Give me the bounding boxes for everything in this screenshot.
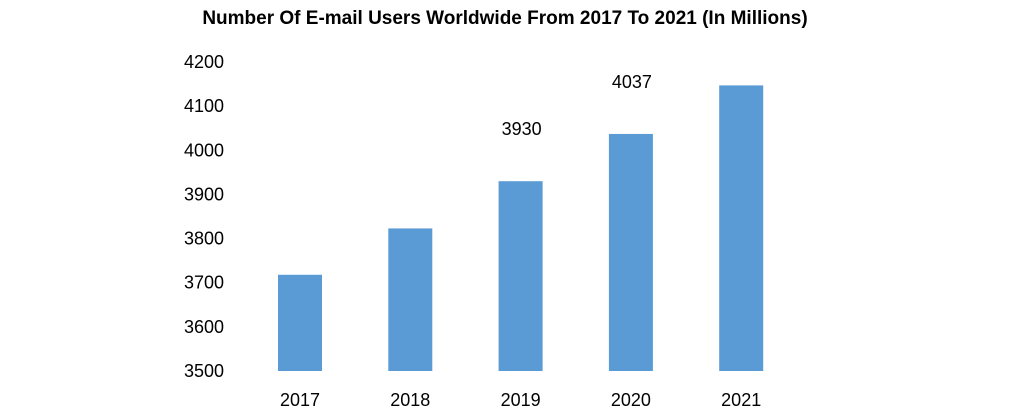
bar-2019 xyxy=(498,181,543,371)
x-tick-label: 2018 xyxy=(390,390,430,410)
x-tick-label: 2020 xyxy=(611,390,651,410)
bar-2020 xyxy=(608,133,653,371)
y-tick-label: 3600 xyxy=(184,317,224,337)
y-tick-label: 3900 xyxy=(184,184,224,204)
y-tick-label: 3500 xyxy=(184,361,224,381)
bar-2017 xyxy=(278,274,322,371)
x-tick-label: 2019 xyxy=(501,390,541,410)
y-tick-label: 3800 xyxy=(184,229,224,249)
y-tick-label: 4100 xyxy=(184,96,224,116)
x-tick-label: 2021 xyxy=(721,390,761,410)
x-tick-label: 2017 xyxy=(280,390,320,410)
chart-title: Number Of E-mail Users Worldwide From 20… xyxy=(202,8,808,29)
bar-2021 xyxy=(719,85,764,371)
data-label: 4037 xyxy=(612,72,652,92)
bar-2018 xyxy=(388,228,433,371)
y-tick-label: 3700 xyxy=(184,273,224,293)
y-tick-label: 4000 xyxy=(184,140,224,160)
y-tick-label: 4200 xyxy=(184,52,224,72)
data-label: 3930 xyxy=(502,119,542,139)
